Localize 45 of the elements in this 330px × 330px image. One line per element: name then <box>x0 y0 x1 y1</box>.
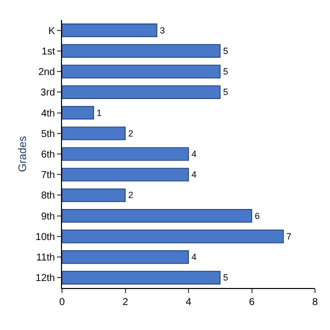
x-tick-label: 8 <box>312 297 318 308</box>
data-label: 2 <box>128 128 134 138</box>
data-label: 2 <box>128 190 134 200</box>
data-label: 6 <box>254 210 260 221</box>
bar <box>62 270 221 284</box>
data-label: 3 <box>160 25 165 36</box>
bar <box>62 126 126 140</box>
y-tick-label: 4th <box>41 108 55 120</box>
bar <box>62 64 221 78</box>
y-tick-label: K <box>48 26 56 37</box>
y-tick-label: 12th <box>36 273 55 284</box>
bar <box>62 85 221 99</box>
x-tick-label: 4 <box>186 297 192 308</box>
y-tick-label: 8th <box>41 190 55 202</box>
bar <box>62 250 189 264</box>
data-label: 5 <box>223 272 228 283</box>
y-tick-label: 3rd <box>40 88 55 99</box>
bar <box>62 209 252 223</box>
y-axis-title: Grades <box>17 135 30 172</box>
data-label: 5 <box>223 66 228 77</box>
data-label: 4 <box>192 170 197 180</box>
y-tick-label: 5th <box>41 128 55 140</box>
y-tick-label: 11th <box>36 252 55 264</box>
bar <box>62 147 189 161</box>
data-label: 5 <box>223 46 228 56</box>
bar <box>62 106 94 120</box>
data-label: 7 <box>286 231 292 242</box>
y-tick-label: 6th <box>41 150 55 160</box>
data-label: 4 <box>192 252 197 262</box>
x-tick-label: 6 <box>248 297 255 308</box>
bar <box>62 44 221 58</box>
bar <box>62 24 158 38</box>
data-label: 1 <box>96 108 102 118</box>
x-tick-label: 0 <box>59 297 66 308</box>
y-tick-label: 10th <box>36 232 55 243</box>
y-tick-label: 7th <box>41 170 55 182</box>
y-tick-label: 1st <box>42 46 56 58</box>
bar <box>62 230 284 244</box>
data-label: 4 <box>192 149 197 159</box>
bar <box>62 188 126 202</box>
bar <box>62 168 189 182</box>
data-label: 5 <box>223 87 228 98</box>
y-tick-label: 2nd <box>38 67 55 78</box>
x-tick-label: 2 <box>122 297 128 308</box>
y-tick-label: 9th <box>41 211 55 222</box>
